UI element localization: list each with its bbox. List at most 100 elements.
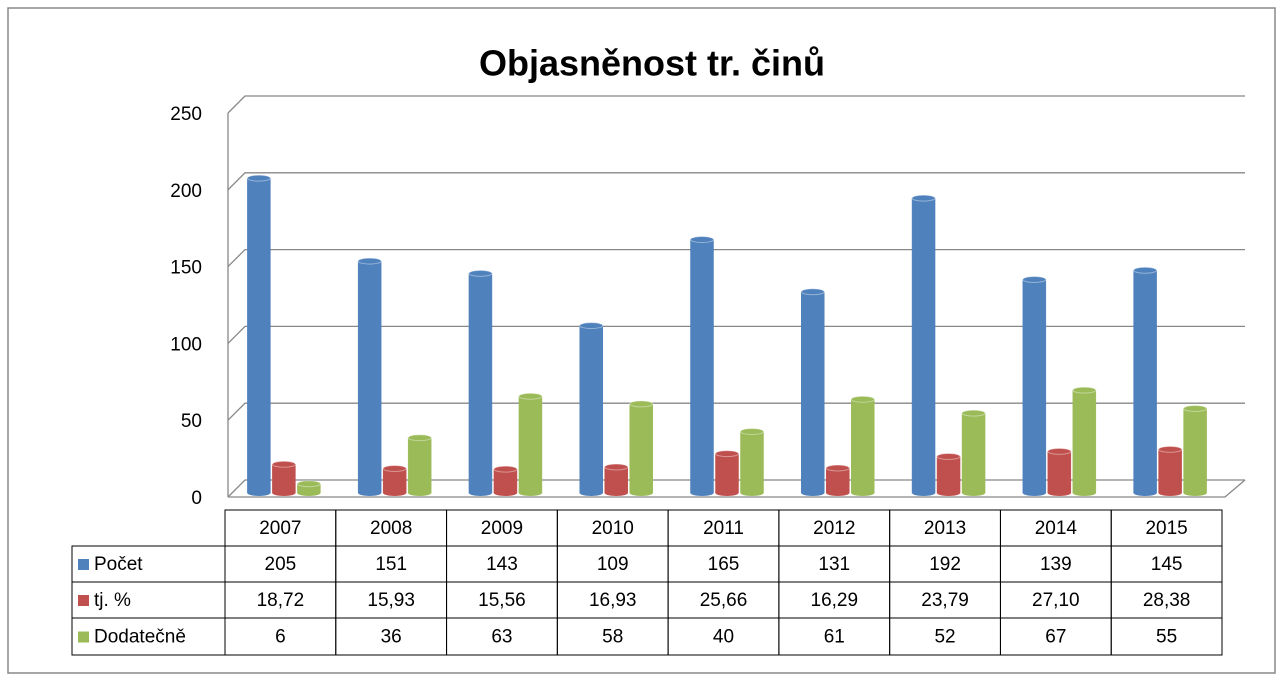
bar-cap bbox=[715, 450, 739, 458]
bar bbox=[1072, 389, 1097, 494]
bar-bottom bbox=[493, 490, 517, 496]
bar bbox=[1133, 270, 1157, 494]
bar bbox=[740, 431, 764, 494]
grid-line bbox=[227, 172, 1245, 191]
data-label: 27,10 bbox=[1032, 590, 1080, 611]
bar-bottom bbox=[962, 490, 986, 496]
y-tick-label: 0 bbox=[191, 488, 202, 509]
bar-bottom bbox=[1047, 490, 1071, 496]
data-label: 18,72 bbox=[257, 590, 305, 611]
grid-line bbox=[227, 325, 1245, 344]
x-tick-label: 2007 bbox=[259, 518, 301, 539]
data-label: 16,93 bbox=[589, 590, 637, 611]
chart-title: Objasněnost tr. činů bbox=[479, 43, 825, 84]
data-label: 55 bbox=[1156, 627, 1177, 648]
grid-line bbox=[227, 95, 1245, 114]
data-label: 63 bbox=[491, 627, 512, 648]
bar-cap bbox=[629, 400, 654, 408]
bar-bottom bbox=[912, 490, 936, 496]
bar-cap bbox=[296, 480, 321, 488]
bar-bottom bbox=[408, 490, 432, 496]
bar-bottom bbox=[468, 490, 492, 496]
bar-cap bbox=[518, 392, 543, 400]
bar-bottom bbox=[247, 490, 271, 496]
bar bbox=[1183, 408, 1207, 494]
bar bbox=[357, 260, 382, 494]
legend-label: tj. % bbox=[94, 590, 131, 611]
bar-cap bbox=[1158, 445, 1183, 453]
grid-line bbox=[227, 248, 1245, 268]
bar-bottom bbox=[801, 490, 825, 496]
bar-cap bbox=[936, 452, 961, 460]
bar-cap bbox=[246, 174, 271, 182]
data-label: 61 bbox=[824, 627, 845, 648]
bar-cap bbox=[1133, 266, 1158, 274]
bar bbox=[911, 197, 936, 494]
bar-bottom bbox=[1072, 490, 1096, 496]
bar bbox=[272, 463, 296, 494]
bar-bottom bbox=[518, 490, 542, 496]
bar bbox=[851, 399, 875, 494]
y-tick-label: 250 bbox=[170, 104, 202, 125]
data-label: 40 bbox=[713, 627, 734, 648]
bar bbox=[493, 468, 518, 494]
bar bbox=[715, 453, 739, 494]
bar-bottom bbox=[690, 490, 714, 496]
bar bbox=[407, 437, 432, 494]
bar-bottom bbox=[383, 490, 407, 496]
bar-bottom bbox=[740, 490, 764, 496]
bar-cap bbox=[493, 465, 518, 473]
bar-bottom bbox=[629, 490, 653, 496]
y-tick-label: 150 bbox=[170, 258, 202, 279]
bar-cap bbox=[850, 395, 875, 403]
bar-cap bbox=[1047, 447, 1072, 455]
x-tick-label: 2013 bbox=[924, 518, 966, 539]
x-tick-label: 2010 bbox=[592, 518, 634, 539]
data-label: 25,66 bbox=[700, 590, 748, 611]
y-tick-label: 50 bbox=[181, 411, 202, 432]
x-tick-label: 2008 bbox=[370, 518, 412, 539]
bar-bottom bbox=[851, 490, 875, 496]
bar-cap bbox=[740, 428, 764, 436]
x-tick-label: 2012 bbox=[813, 518, 855, 539]
bar bbox=[801, 291, 825, 494]
chart-border bbox=[7, 7, 1276, 674]
bar bbox=[604, 466, 628, 494]
bar-bottom bbox=[1158, 490, 1182, 496]
data-label: 109 bbox=[597, 554, 629, 575]
bar-bottom bbox=[297, 490, 321, 496]
data-label: 145 bbox=[1151, 554, 1183, 575]
x-tick-label: 2011 bbox=[703, 518, 744, 539]
bar-cap bbox=[468, 269, 493, 277]
x-tick-label: 2009 bbox=[481, 518, 523, 539]
data-label: 139 bbox=[1040, 554, 1072, 575]
bar-cap bbox=[911, 194, 936, 202]
bar-cap bbox=[357, 257, 382, 265]
bar bbox=[629, 403, 653, 494]
bar-bottom bbox=[826, 490, 850, 496]
bar bbox=[382, 468, 407, 494]
data-label: 131 bbox=[818, 554, 850, 575]
bar-cap bbox=[382, 465, 407, 473]
data-label: 151 bbox=[375, 554, 407, 575]
bar bbox=[468, 273, 493, 494]
data-label: 28,38 bbox=[1143, 590, 1191, 611]
data-label: 16,29 bbox=[811, 590, 859, 611]
bar-bottom bbox=[937, 490, 961, 496]
bar bbox=[1047, 451, 1072, 494]
y-tick-label: 200 bbox=[170, 181, 202, 202]
x-tick-label: 2015 bbox=[1145, 518, 1187, 539]
data-label: 192 bbox=[929, 554, 961, 575]
bar-cap bbox=[800, 288, 825, 296]
grid-line bbox=[227, 402, 1245, 421]
legend-swatch bbox=[78, 595, 89, 606]
bar-cap bbox=[604, 463, 629, 471]
data-label: 165 bbox=[708, 554, 740, 575]
grid-line bbox=[227, 479, 1245, 498]
data-label: 15,93 bbox=[367, 590, 415, 611]
floor-edge bbox=[228, 479, 1246, 498]
bar-bottom bbox=[1022, 490, 1046, 496]
bar bbox=[961, 412, 986, 494]
data-label: 58 bbox=[602, 627, 623, 648]
